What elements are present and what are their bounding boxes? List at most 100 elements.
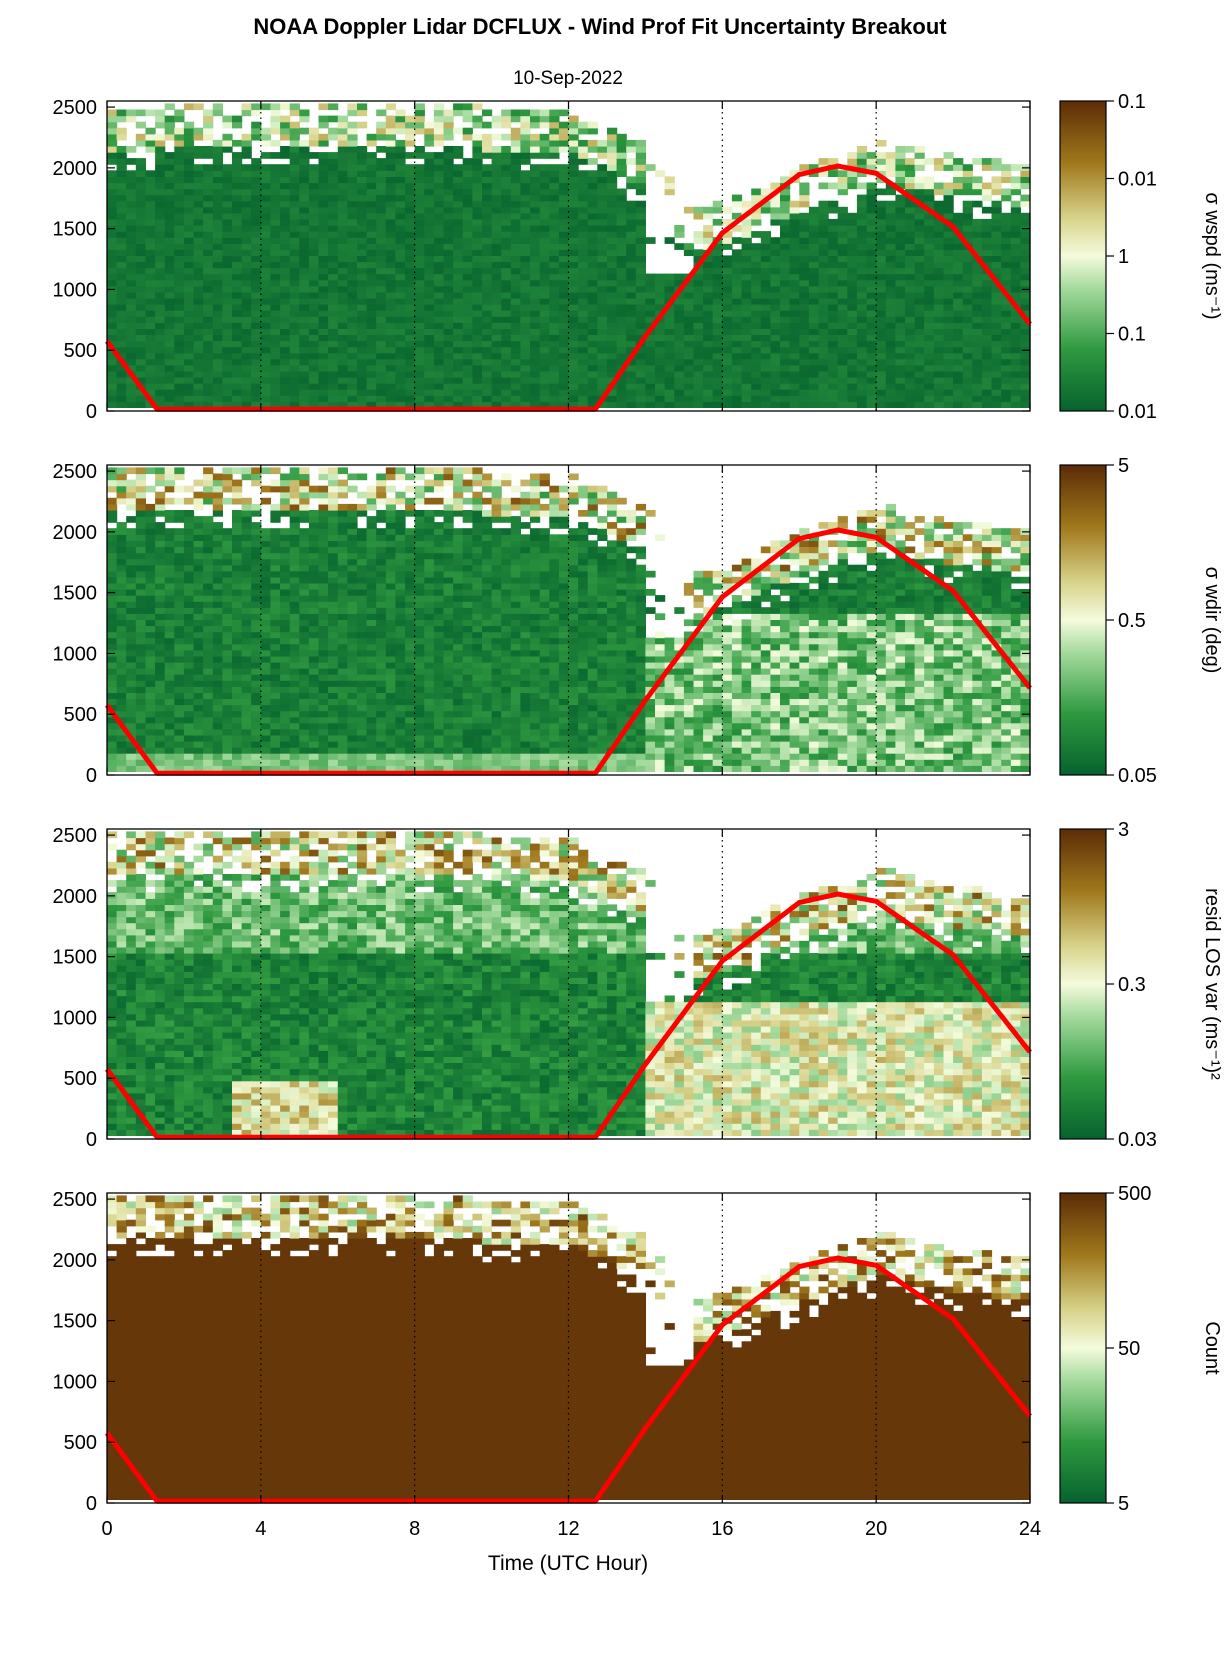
heatmap-cell bbox=[722, 231, 733, 238]
heatmap-cell bbox=[770, 334, 781, 342]
heatmap-cell bbox=[126, 158, 137, 165]
heatmap-cell bbox=[174, 377, 185, 384]
heatmap-cell bbox=[107, 231, 118, 238]
heatmap-cell bbox=[222, 328, 233, 335]
heatmap-cell bbox=[414, 304, 425, 311]
heatmap-cell bbox=[597, 182, 608, 190]
heatmap-cell bbox=[193, 625, 204, 633]
heatmap-cell bbox=[107, 146, 118, 153]
heatmap-cell bbox=[193, 267, 204, 275]
heatmap-cell bbox=[164, 225, 175, 232]
heatmap-cell bbox=[164, 473, 175, 481]
heatmap-cell bbox=[597, 200, 608, 208]
heatmap-cell bbox=[347, 133, 358, 141]
heatmap-cell bbox=[203, 680, 214, 687]
heatmap-cell bbox=[107, 206, 118, 214]
heatmap-cell bbox=[972, 383, 983, 390]
heatmap-cell bbox=[837, 401, 848, 408]
heatmap-cell bbox=[933, 340, 945, 348]
heatmap-cell bbox=[472, 297, 483, 305]
heatmap-cell bbox=[558, 291, 570, 299]
colorbar-tick-label: 0.01 bbox=[1118, 401, 1157, 423]
heatmap-cell bbox=[962, 340, 973, 348]
heatmap-cell bbox=[155, 528, 166, 535]
heatmap-cell bbox=[193, 522, 204, 529]
heatmap-cell bbox=[1020, 218, 1031, 226]
heatmap-cell bbox=[501, 401, 512, 408]
heatmap-cell bbox=[107, 686, 118, 693]
heatmap-cell bbox=[299, 377, 310, 384]
heatmap-cell bbox=[683, 358, 695, 366]
heatmap-cell bbox=[510, 273, 521, 281]
heatmap-cell bbox=[972, 182, 983, 190]
heatmap-cell bbox=[232, 346, 243, 354]
heatmap-cell bbox=[462, 304, 473, 311]
heatmap-cell bbox=[337, 249, 348, 256]
heatmap-cell bbox=[597, 328, 608, 335]
heatmap-cell bbox=[203, 377, 214, 384]
heatmap-cell bbox=[905, 395, 916, 402]
heatmap-cell bbox=[433, 304, 445, 311]
heatmap-cell bbox=[107, 607, 118, 614]
heatmap-cell bbox=[405, 389, 416, 396]
heatmap-cell bbox=[135, 188, 146, 196]
heatmap-cell bbox=[866, 237, 877, 244]
heatmap-cell bbox=[799, 358, 810, 366]
heatmap-cell bbox=[453, 218, 464, 226]
heatmap-cell bbox=[885, 237, 896, 244]
heatmap-cell bbox=[232, 692, 243, 699]
heatmap-cell bbox=[885, 218, 896, 226]
heatmap-cell bbox=[866, 152, 877, 159]
heatmap-cell bbox=[232, 479, 243, 487]
heatmap-cell bbox=[241, 176, 252, 184]
heatmap-cell bbox=[953, 297, 964, 305]
heatmap-cell bbox=[116, 127, 127, 135]
heatmap-cell bbox=[280, 127, 291, 135]
heatmap-cell bbox=[241, 377, 252, 384]
heatmap-cell bbox=[1001, 231, 1012, 238]
heatmap-cell bbox=[164, 352, 175, 360]
heatmap-cell bbox=[155, 316, 166, 323]
heatmap-cell bbox=[731, 340, 743, 348]
heatmap-cell bbox=[251, 182, 262, 190]
heatmap-cell bbox=[462, 182, 473, 190]
heatmap-cell bbox=[116, 467, 127, 475]
heatmap-cell bbox=[366, 310, 377, 317]
heatmap-cell bbox=[731, 389, 743, 396]
heatmap-cell bbox=[347, 370, 358, 378]
heatmap-cell bbox=[635, 218, 646, 226]
heatmap-cell bbox=[607, 310, 618, 317]
heatmap-cell bbox=[616, 297, 627, 305]
heatmap-cell bbox=[607, 243, 618, 250]
heatmap-cell bbox=[289, 643, 300, 651]
heatmap-cell bbox=[212, 109, 223, 117]
heatmap-cell bbox=[203, 595, 214, 602]
heatmap-cell bbox=[780, 352, 791, 360]
heatmap-cell bbox=[126, 765, 137, 772]
heatmap-cell bbox=[664, 182, 675, 190]
heatmap-cell bbox=[241, 668, 252, 675]
heatmap-cell bbox=[183, 364, 195, 372]
heatmap-cell bbox=[366, 304, 377, 311]
heatmap-cell bbox=[1010, 352, 1021, 360]
heatmap-cell bbox=[337, 206, 348, 214]
heatmap-cell bbox=[780, 176, 791, 184]
heatmap-cell bbox=[683, 377, 695, 384]
heatmap-cell bbox=[539, 340, 550, 348]
heatmap-cell bbox=[337, 389, 348, 396]
heatmap-cell bbox=[135, 291, 146, 299]
heatmap-cell bbox=[164, 279, 175, 287]
heatmap-cell bbox=[193, 546, 204, 554]
heatmap-cell bbox=[1010, 164, 1021, 171]
heatmap-cell bbox=[251, 576, 262, 584]
heatmap-cell bbox=[183, 243, 195, 250]
heatmap-cell bbox=[703, 370, 714, 378]
heatmap-cell bbox=[530, 316, 541, 323]
heatmap-cell bbox=[693, 273, 704, 281]
heatmap-cell bbox=[116, 243, 127, 250]
heatmap-cell bbox=[280, 146, 291, 153]
heatmap-cell bbox=[482, 237, 493, 244]
heatmap-cell bbox=[280, 710, 291, 718]
heatmap-cell bbox=[751, 340, 762, 348]
heatmap-cell bbox=[597, 243, 608, 250]
